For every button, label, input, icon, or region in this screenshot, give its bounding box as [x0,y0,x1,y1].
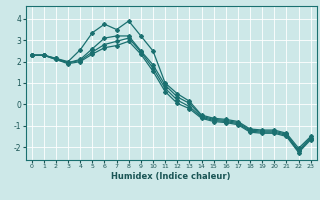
X-axis label: Humidex (Indice chaleur): Humidex (Indice chaleur) [111,172,231,181]
